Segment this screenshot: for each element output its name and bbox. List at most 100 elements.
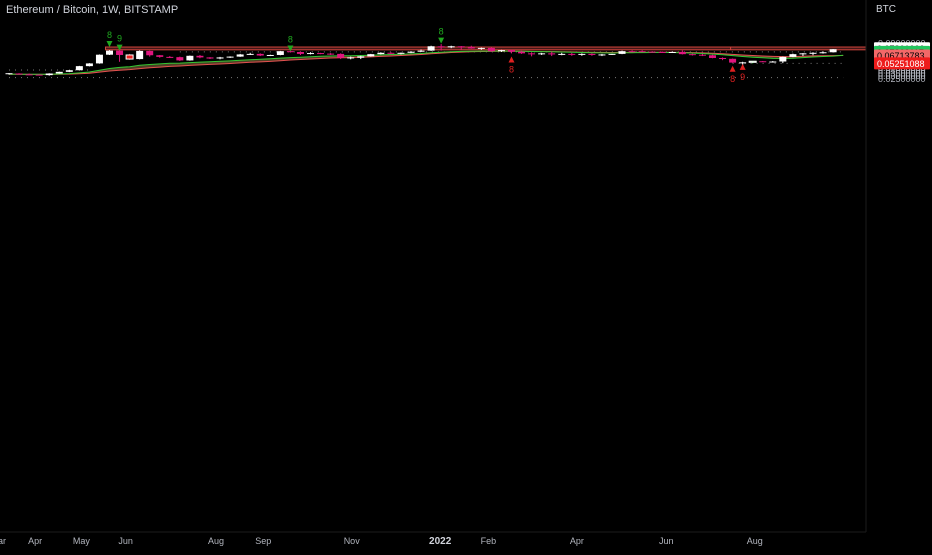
price-label-redbright: 0.05251088 [874,57,930,70]
candle [427,45,435,51]
candle-body [206,57,214,59]
candle-body [739,62,747,64]
candle-body [528,53,536,55]
candle-body [35,74,43,76]
price-label-box [874,57,930,70]
candle-body [538,53,546,55]
candle [357,55,365,60]
signal-count: 9 [117,34,122,44]
candle [538,52,546,55]
candle-body [327,53,335,55]
candle [648,51,656,53]
signal-count: 9 [740,72,745,82]
candle [25,73,33,76]
candle-body [156,55,164,57]
candle [698,53,706,57]
candle-body [5,73,13,75]
resistance-zone [105,46,867,51]
candle-body [487,47,495,52]
candle [196,54,204,59]
signal-arrow-down [438,37,445,44]
x-axis-label: May [73,536,91,546]
candle-body [106,50,113,55]
y-axis-tick-label: 0.03500000 [878,68,926,78]
candle [558,52,566,56]
candle-body [477,47,485,49]
candle [125,53,134,60]
candle [769,60,777,63]
candle [457,45,465,50]
candle [789,53,797,58]
candle-body [377,52,385,55]
candle [136,50,144,60]
x-axis-label: Sep [255,536,271,546]
candle-body [196,55,204,58]
candle [497,49,505,52]
candle-body [698,54,706,56]
ema-fast-line [8,50,844,75]
candle [246,52,254,55]
candle [176,56,184,61]
candle-body [256,53,264,56]
candle-body [809,52,817,54]
candle-body [55,71,63,74]
x-axis-label: Aug [747,536,763,546]
candle [317,52,325,55]
candle-body [95,54,103,64]
candle-body [276,51,284,55]
y-axis-tick-label: 0.03000000 [878,71,926,81]
candle [116,49,124,62]
candle [709,54,716,59]
candle-body [176,57,184,61]
candle [668,51,676,53]
candle [236,53,244,57]
candle-body [729,58,737,63]
x-axis-label: ar [0,536,6,546]
candle-body [618,51,626,54]
candle-body [748,60,757,63]
signal-count: 8 [288,34,293,44]
x-axis-label: Apr [28,536,42,546]
candle [779,56,787,64]
candle-body [688,54,696,56]
ema-slow-line [9,50,844,75]
candle-body [75,66,83,71]
candle [55,71,63,74]
candle [658,51,666,53]
candle [638,50,646,53]
candle [15,73,23,75]
candle-body [497,50,505,52]
candle [508,49,515,54]
candle [528,52,536,57]
candle [447,45,455,49]
candle [95,54,103,64]
candle [156,54,164,58]
candle [397,52,405,55]
candle-body [819,52,827,54]
candle [216,56,224,60]
candle [186,55,194,61]
candle-body [136,50,144,60]
candle-body [25,74,33,76]
candle [417,49,425,52]
candle [307,52,314,55]
candle-body [226,56,234,58]
candle-body [347,57,355,59]
candle [799,53,807,57]
candle [276,50,284,56]
candle [85,63,93,67]
x-axis-label: Feb [481,536,497,546]
signal-marker: 8 [438,27,445,44]
candle-body [548,53,556,55]
candle [598,53,606,57]
ema-ribbon-fill [9,51,844,75]
candle-body [598,54,606,56]
candle-body [65,70,73,72]
signal-count: 8 [509,65,514,75]
signal-marker: 8 [729,65,736,84]
candle [347,56,355,60]
candle [688,53,696,56]
candle-body [508,50,515,52]
